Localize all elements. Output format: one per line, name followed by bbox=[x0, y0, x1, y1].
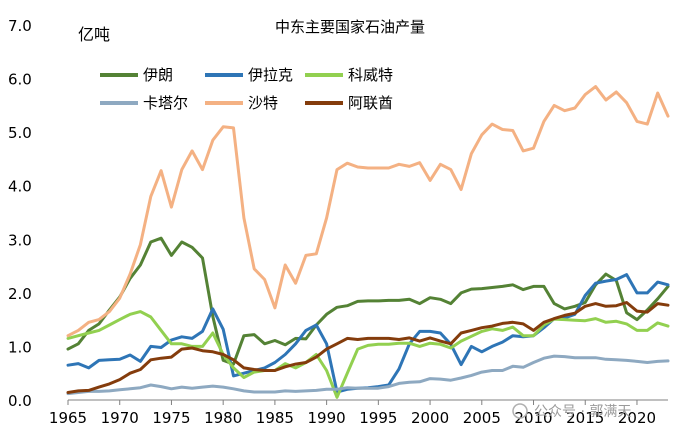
y-tick-label: 7.0 bbox=[8, 17, 32, 35]
x-tick-label: 2020 bbox=[618, 409, 656, 427]
y-tick-label: 5.0 bbox=[8, 124, 32, 142]
series-layer bbox=[66, 85, 670, 399]
y-tick-label: 4.0 bbox=[8, 178, 32, 196]
watermark-text: 公众号 · 郭满天 bbox=[534, 403, 631, 420]
x-tick-label: 1980 bbox=[204, 409, 242, 427]
chart-title: 中东主要国家石油产量 bbox=[275, 18, 425, 36]
legend-label: 科威特 bbox=[348, 66, 393, 84]
x-tick-label: 1995 bbox=[359, 409, 397, 427]
y-tick-label: 0.0 bbox=[8, 392, 32, 410]
watermark: 公众号 · 郭满天 bbox=[512, 403, 631, 420]
x-tick-label: 2015 bbox=[566, 409, 604, 427]
x-tick-label: 2005 bbox=[463, 409, 501, 427]
legend-label: 伊拉克 bbox=[248, 66, 293, 84]
y-tick-label: 1.0 bbox=[8, 338, 32, 356]
y-axis-unit-label: 亿吨 bbox=[78, 25, 110, 44]
series-line-1 bbox=[66, 236, 670, 366]
x-tick-label: 1975 bbox=[152, 409, 190, 427]
series-line-4 bbox=[66, 354, 670, 396]
series-line-2 bbox=[66, 273, 670, 394]
legend-label: 沙特 bbox=[248, 94, 278, 112]
y-tick-label: 2.0 bbox=[8, 285, 32, 303]
x-tick-label: 2010 bbox=[514, 409, 552, 427]
legend-label: 阿联酋 bbox=[348, 94, 393, 112]
series-line-3 bbox=[66, 310, 670, 399]
x-tick-label: 2000 bbox=[411, 409, 449, 427]
x-tick-label: 1965 bbox=[49, 409, 87, 427]
series-line-6 bbox=[66, 301, 670, 394]
axes: 0.0 1.0 2.0 3.0 4.0 5.0 6.0 7.0 1965 1970 1975 1980… bbox=[8, 17, 668, 427]
x-tick-label: 1990 bbox=[308, 409, 346, 427]
y-tick-label: 3.0 bbox=[8, 231, 32, 249]
x-tick-label: 1985 bbox=[256, 409, 294, 427]
y-tick-label: 6.0 bbox=[8, 71, 32, 89]
legend-label: 卡塔尔 bbox=[143, 94, 188, 112]
x-tick-label: 1970 bbox=[101, 409, 139, 427]
watermark-wechat-icon bbox=[512, 403, 528, 419]
series-line-5 bbox=[66, 85, 670, 338]
legend-label: 伊朗 bbox=[143, 66, 173, 84]
